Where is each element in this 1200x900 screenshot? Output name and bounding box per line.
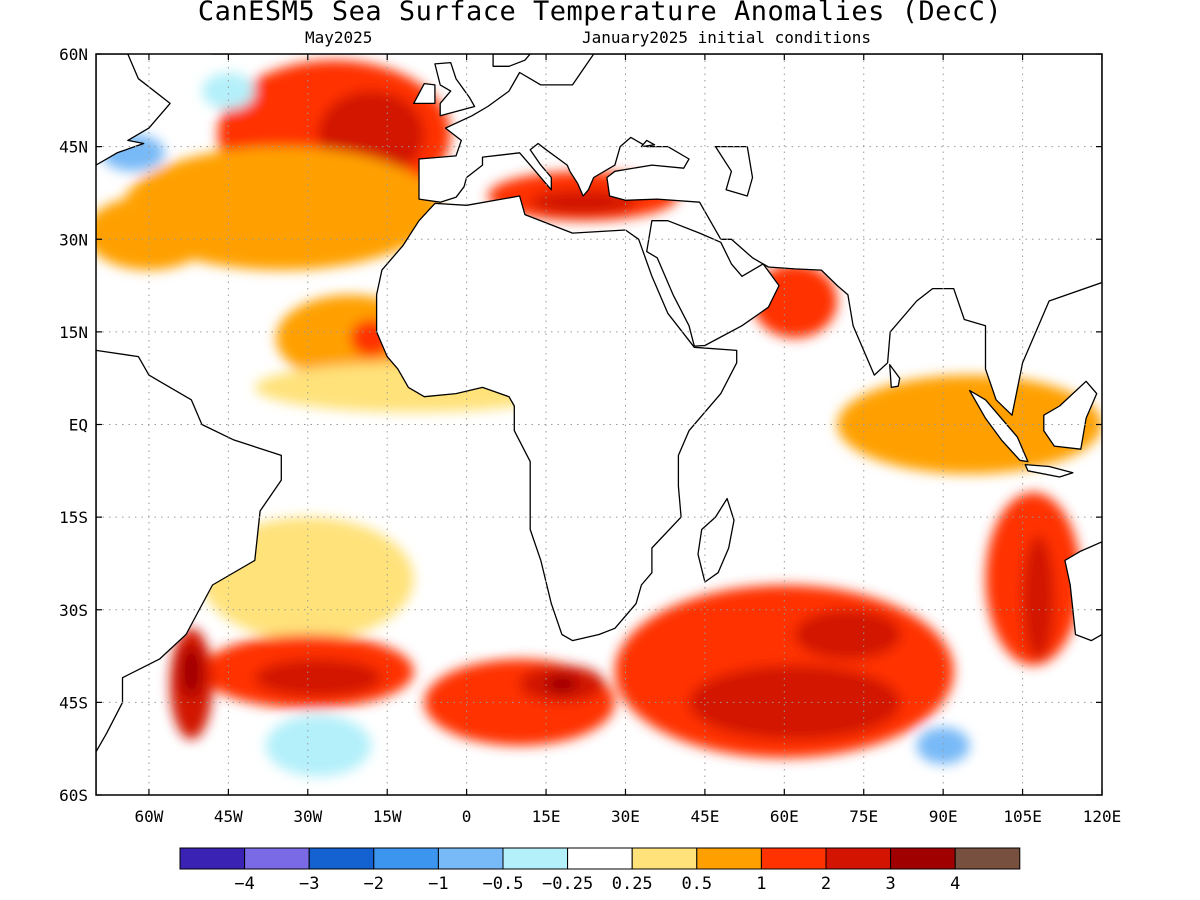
colorbar-swatch	[244, 847, 310, 870]
lat-tick-label: EQ	[69, 416, 88, 435]
gridlines	[96, 54, 1102, 795]
africa-coastline	[375, 195, 738, 642]
forecast-month: May2025	[305, 28, 373, 47]
colorbar-swatch	[437, 847, 504, 870]
anomaly-region	[837, 375, 1102, 474]
lon-tick-label: 15W	[373, 807, 402, 826]
anomaly-region	[180, 646, 202, 697]
anomaly-region	[254, 659, 382, 697]
colorbar-label: −4	[234, 874, 254, 894]
colorbar-label: −1	[428, 874, 448, 894]
lat-tick-label: 60N	[59, 45, 88, 64]
anomaly-region	[689, 665, 901, 740]
south-america-coastline	[96, 349, 282, 795]
australia-coastline	[1064, 541, 1102, 642]
lon-tick-label: 75E	[849, 807, 878, 826]
java-coastline	[1024, 463, 1074, 478]
longitude-axis: 60W 45W 30W 15W 0 15E 30E 45E 60E 75E 90E 105E 120E	[134, 54, 1121, 826]
colorbar-swatch	[825, 847, 892, 870]
colorbar-swatch	[308, 847, 375, 870]
colorbar-label: −3	[299, 874, 319, 894]
colorbar: −4 −3 −2 −1 −0.5 −0.25 0.25 0.5 1 2 3 4	[179, 847, 1021, 894]
colorbar-swatch	[502, 847, 569, 870]
iceland-coastline	[350, 17, 398, 29]
lon-tick-label: 60E	[770, 807, 799, 826]
anomaly-region	[201, 72, 255, 110]
black-sea-crimea-coastline	[640, 139, 656, 148]
lat-tick-label: 15N	[59, 323, 88, 342]
colorbar-label: 4	[950, 874, 960, 894]
anomaly-region	[96, 196, 213, 271]
latitude-axis: 60N 45N 30N 15N EQ 15S 30S 45S 60S	[59, 45, 1102, 805]
colorbar-swatch	[696, 847, 762, 870]
colorbar-label: −0.5	[483, 874, 524, 894]
arabia-coastline	[646, 220, 780, 347]
lon-tick-label: 15E	[532, 807, 561, 826]
europe-asia-coastline	[418, 54, 1102, 416]
colorbar-label: 3	[885, 874, 895, 894]
colorbar-label: −2	[364, 874, 384, 894]
ireland-coastline	[413, 82, 436, 105]
continents	[96, 17, 1102, 795]
anomaly-region	[1022, 535, 1055, 660]
colorbar-swatch	[954, 847, 1021, 870]
colorbar-swatch	[890, 847, 956, 870]
lat-tick-label: 60S	[59, 786, 88, 805]
colorbar-label: 0.5	[681, 874, 712, 894]
sri-lanka-coastline	[889, 363, 901, 389]
colorbar-swatch	[179, 847, 246, 870]
lon-tick-label: 45W	[214, 807, 243, 826]
colorbar-swatch	[373, 847, 439, 870]
lat-tick-label: 30N	[59, 230, 88, 249]
map-title: CanESM5 Sea Surface Temperature Anomalie…	[197, 0, 1003, 27]
lon-tick-label: 0	[462, 807, 472, 826]
anomaly-region	[546, 674, 578, 694]
colorbar-label: 1	[756, 874, 766, 894]
lon-tick-label: 45E	[690, 807, 719, 826]
lon-tick-label: 60W	[134, 807, 163, 826]
colorbar-swatch	[631, 847, 698, 870]
lon-tick-label: 120E	[1083, 807, 1122, 826]
north-america-coastline	[96, 54, 171, 166]
colorbar-swatch	[760, 847, 827, 870]
sumatra-coastline	[968, 389, 1029, 463]
lat-tick-label: 30S	[59, 601, 88, 620]
colorbar-swatch	[567, 847, 633, 870]
anomaly-region	[916, 727, 970, 765]
lat-tick-label: 45S	[59, 693, 88, 712]
lat-tick-label: 15S	[59, 508, 88, 527]
colorbar-label: 0.25	[612, 874, 653, 894]
initial-conditions-label: January2025 initial conditions	[582, 28, 871, 47]
anomaly-region	[461, 541, 525, 641]
lon-tick-label: 30E	[611, 807, 640, 826]
anomaly-region	[794, 609, 901, 660]
borneo-coastline	[1043, 380, 1098, 450]
lat-tick-label: 45N	[59, 138, 88, 157]
british-isles-coastline	[434, 61, 476, 117]
scandinavia-coastline	[492, 54, 531, 67]
colorbar-label: 2	[821, 874, 831, 894]
colorbar-label: −0.25	[542, 874, 593, 894]
anomaly-region	[265, 714, 372, 777]
lon-tick-label: 30W	[293, 807, 322, 826]
lon-tick-label: 105E	[1003, 807, 1042, 826]
madagascar-coastline	[697, 497, 735, 583]
lon-tick-label: 90E	[929, 807, 958, 826]
greenland-coastline	[208, 54, 240, 55]
